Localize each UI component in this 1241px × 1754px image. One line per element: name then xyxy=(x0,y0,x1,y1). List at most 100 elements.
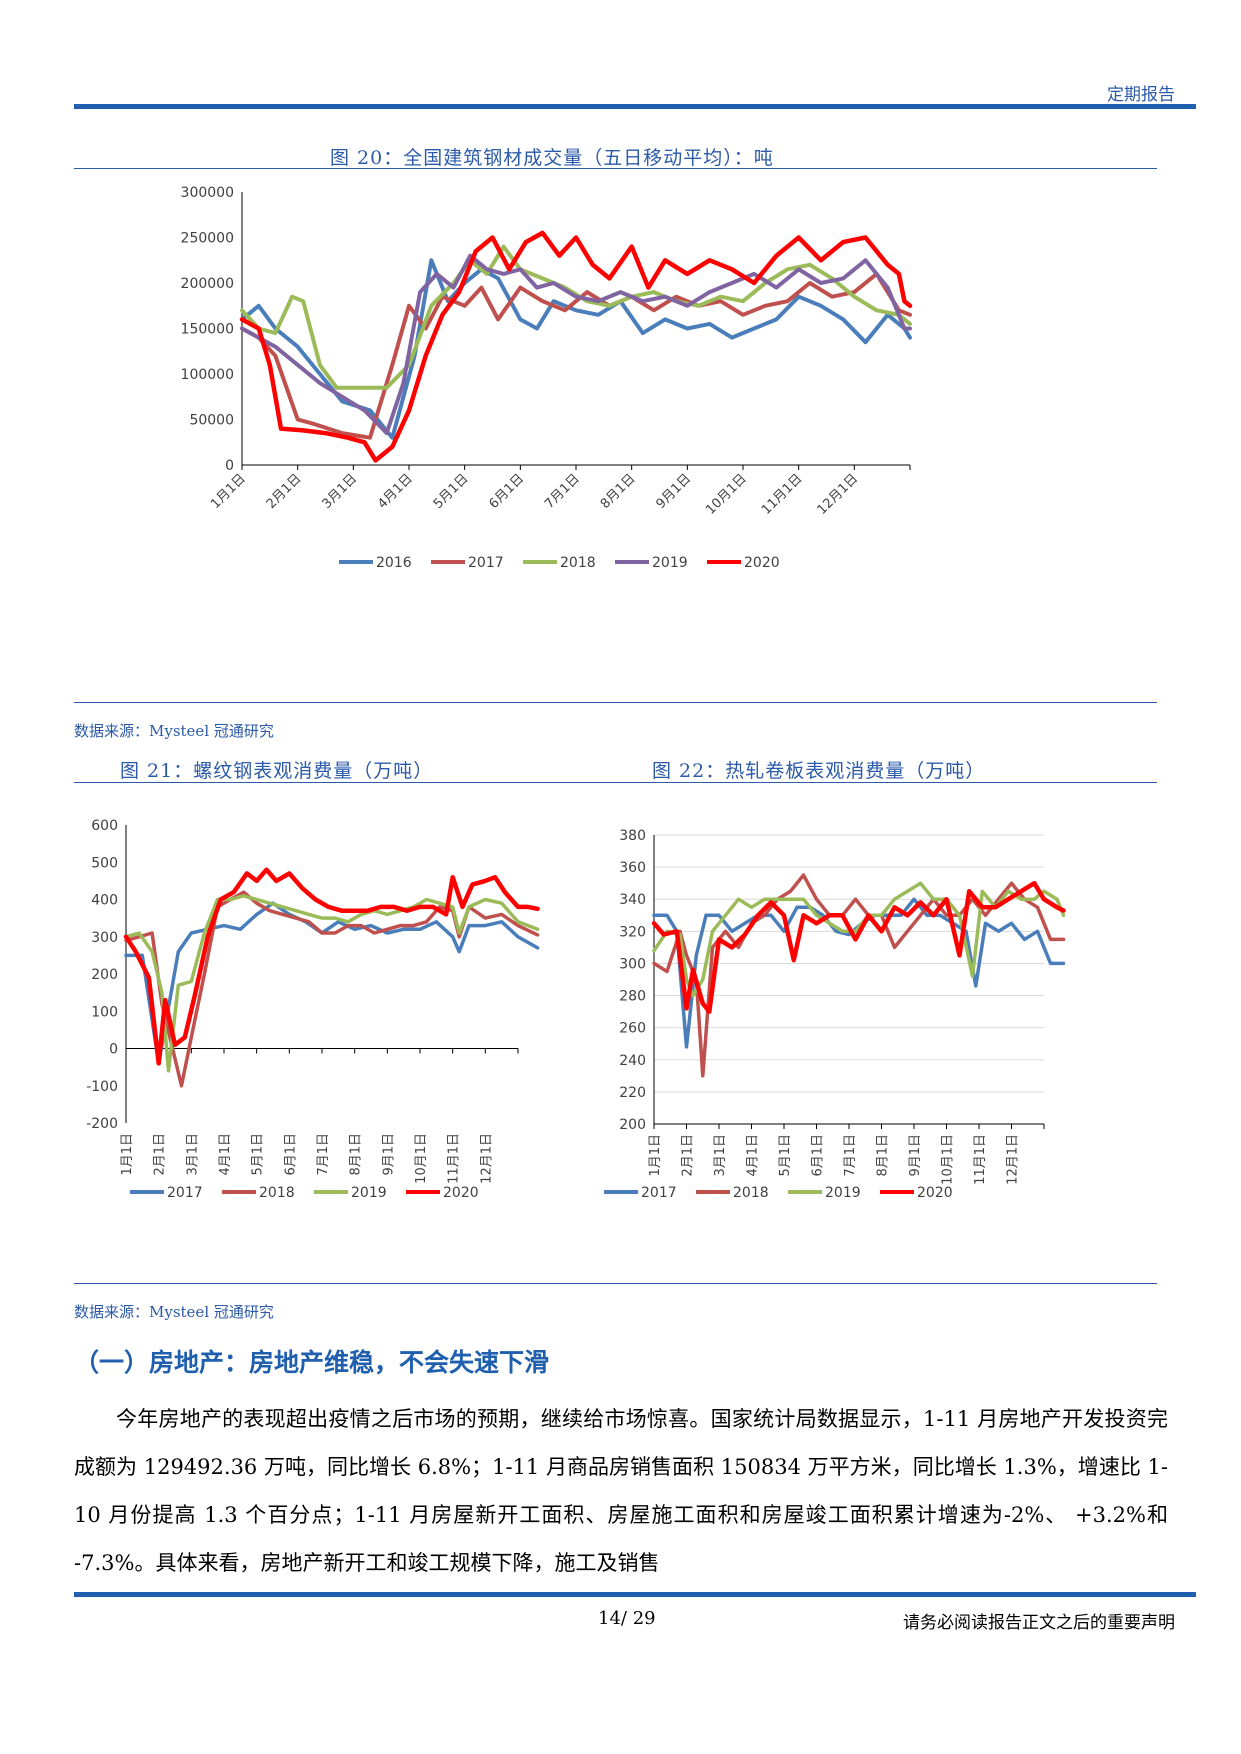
y-tick-label: 340 xyxy=(619,892,646,908)
legend-label-2020: 2020 xyxy=(443,1185,479,1201)
legend-label-2018: 2018 xyxy=(259,1185,295,1201)
figure-20-chart: 0 50000 100000 150000 200000 250000 300000 1月1日… xyxy=(181,185,913,571)
x-tick-label: 8月1日 xyxy=(598,471,639,512)
legend-label-2017: 2017 xyxy=(468,555,504,571)
x-tick-label: 2月1日 xyxy=(264,471,305,512)
page-number: 14/ 29 xyxy=(598,1608,656,1629)
footer-disclaimer: 请务必阅读报告正文之后的重要声明 xyxy=(903,1613,1175,1633)
figure-21-chart: -200 -100 0 100 200 300 400 500 600 1月1日 2月1日 3月1日 4… xyxy=(86,818,540,1201)
series-line-2020 xyxy=(651,880,1066,1014)
y-tick-label: 200 xyxy=(91,967,118,983)
y-tick-label: 0 xyxy=(109,1042,118,1058)
x-tick-label: 2月1日 xyxy=(153,1133,168,1176)
series-line-2017 xyxy=(124,901,540,1066)
legend-label-2019: 2019 xyxy=(825,1185,861,1201)
y-tick-label: 260 xyxy=(619,1021,646,1037)
y-tick-label: 320 xyxy=(619,924,646,940)
y-tick-label: 100 xyxy=(91,1004,118,1020)
y-tick-label: 150000 xyxy=(181,322,234,338)
x-tick-label: 12月1日 xyxy=(479,1133,494,1184)
x-tick-label: 1月1日 xyxy=(120,1133,135,1176)
figures-21-22-source: 数据来源：Mysteel 冠通研究 xyxy=(74,1303,274,1321)
figure-20-bottom-rule xyxy=(74,702,1157,703)
figures-21-22-bottom-rule xyxy=(74,1283,1157,1284)
x-tick-label: 12月1日 xyxy=(1006,1134,1021,1185)
x-tick-label: 7月1日 xyxy=(316,1133,331,1176)
x-tick-label: 5月1日 xyxy=(778,1134,793,1177)
legend-label-2017: 2017 xyxy=(641,1185,677,1201)
x-tick-label: 9月1日 xyxy=(908,1134,923,1177)
y-tick-label: -100 xyxy=(86,1079,118,1095)
x-tick-label: 1月1日 xyxy=(208,471,249,512)
figure-22-title: 图 22：热轧卷板表观消费量（万吨） xyxy=(652,760,986,782)
y-tick-label: 300 xyxy=(91,930,118,946)
x-tick-label: 4月1日 xyxy=(218,1133,233,1176)
x-tick-label: 5月1日 xyxy=(251,1133,266,1176)
x-tick-label: 6月1日 xyxy=(283,1133,298,1176)
x-tick-label: 7月1日 xyxy=(843,1134,858,1177)
series-line-2019 xyxy=(652,881,1066,998)
body-paragraph: 今年房地产的表现超出疫情之后市场的预期，继续给市场惊喜。国家统计局数据显示，1-… xyxy=(74,1395,1168,1587)
figure-22-chart: 200 220 240 260 280 300 320 340 360 380 1月1日 2月1日 3月… xyxy=(604,828,1066,1201)
x-tick-label: 4月1日 xyxy=(746,1134,761,1177)
y-tick-label: 50000 xyxy=(189,413,234,429)
series-line-2020 xyxy=(123,867,540,1066)
x-tick-label: 10月1日 xyxy=(414,1133,429,1184)
y-tick-label: 380 xyxy=(619,828,646,844)
figure-20-source: 数据来源：Mysteel 冠通研究 xyxy=(74,722,274,740)
series-line-2017 xyxy=(240,271,912,440)
y-tick-label: 0 xyxy=(225,458,234,474)
y-tick-label: 220 xyxy=(619,1085,646,1101)
x-tick-label: 4月1日 xyxy=(375,471,416,512)
x-tick-label: 11月1日 xyxy=(759,471,806,518)
x-tick-label: 2月1日 xyxy=(681,1134,696,1177)
y-tick-label: 500 xyxy=(91,855,118,871)
legend-label-2018: 2018 xyxy=(733,1185,769,1201)
x-tick-label: 9月1日 xyxy=(381,1133,396,1176)
series-line-2020 xyxy=(239,230,913,463)
legend-label-2017: 2017 xyxy=(167,1185,203,1201)
figures-21-22-top-rule xyxy=(74,782,1157,783)
y-tick-label: -200 xyxy=(86,1116,118,1132)
x-tick-label: 6月1日 xyxy=(811,1134,826,1177)
y-tick-label: 200000 xyxy=(181,276,234,292)
figure-20-top-rule xyxy=(74,168,1157,169)
y-tick-label: 360 xyxy=(619,860,646,876)
y-tick-label: 300000 xyxy=(181,185,234,201)
top-rule xyxy=(74,104,1196,109)
series-line-2019 xyxy=(240,253,912,436)
x-tick-label: 8月1日 xyxy=(349,1133,364,1176)
x-tick-label: 10月1日 xyxy=(703,471,750,518)
header-label: 定期报告 xyxy=(1107,85,1175,105)
x-tick-label: 8月1日 xyxy=(876,1134,891,1177)
series-line-2016 xyxy=(240,258,912,440)
x-tick-label: 11月1日 xyxy=(447,1133,462,1184)
legend-label-2020: 2020 xyxy=(917,1185,953,1201)
x-tick-label: 11月1日 xyxy=(973,1134,988,1185)
y-tick-label: 250000 xyxy=(181,231,234,247)
y-tick-label: 200 xyxy=(619,1117,646,1133)
series-line-2018 xyxy=(240,244,912,390)
x-tick-label: 9月1日 xyxy=(653,471,694,512)
x-tick-label: 10月1日 xyxy=(941,1134,956,1185)
x-tick-label: 1月1日 xyxy=(648,1134,663,1177)
legend-label-2018: 2018 xyxy=(560,555,596,571)
figure-20-title: 图 20：全国建筑钢材成交量（五日移动平均）：吨 xyxy=(330,147,774,169)
y-tick-label: 280 xyxy=(619,989,646,1005)
figure-21-title: 图 21：螺纹钢表观消费量（万吨） xyxy=(120,760,434,782)
legend-label-2016: 2016 xyxy=(376,555,412,571)
body-paragraph-text: 今年房地产的表现超出疫情之后市场的预期，继续给市场惊喜。国家统计局数据显示，1-… xyxy=(74,1407,1168,1575)
y-tick-label: 300 xyxy=(619,956,646,972)
x-tick-label: 3月1日 xyxy=(713,1134,728,1177)
x-tick-label: 5月1日 xyxy=(431,471,472,512)
x-tick-label: 3月1日 xyxy=(319,471,360,512)
y-tick-label: 600 xyxy=(91,818,118,834)
legend-label-2020: 2020 xyxy=(744,555,780,571)
y-tick-label: 100000 xyxy=(181,367,234,383)
x-tick-label: 3月1日 xyxy=(185,1133,200,1176)
series-line-2018 xyxy=(124,890,540,1088)
legend-label-2019: 2019 xyxy=(351,1185,387,1201)
series-line-2019 xyxy=(124,894,540,1073)
x-tick-label: 12月1日 xyxy=(815,471,862,518)
bottom-rule xyxy=(74,1592,1196,1597)
